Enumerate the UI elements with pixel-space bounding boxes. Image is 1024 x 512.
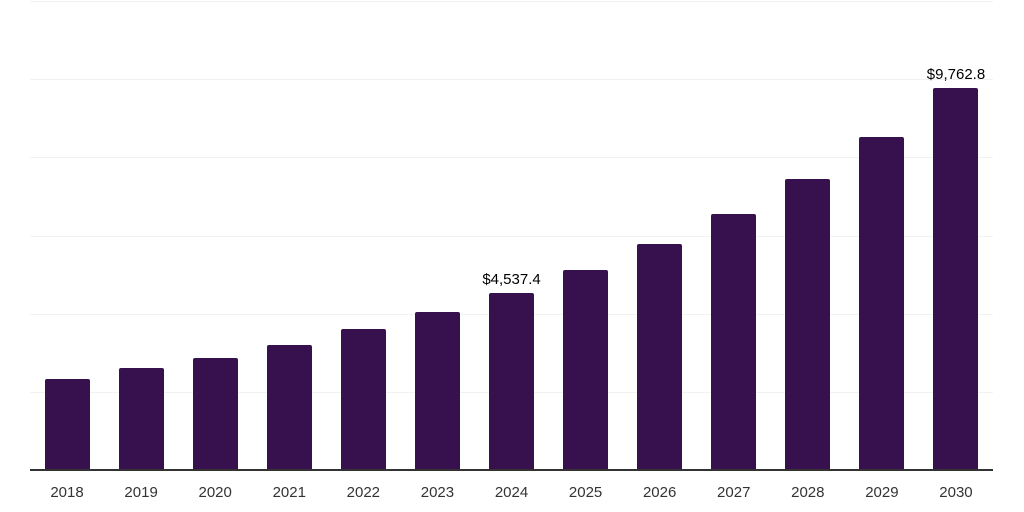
gridline-10000 — [30, 79, 993, 81]
bar-slot-2024: $4,537.4 — [474, 1, 548, 470]
bar-slot-2023 — [400, 1, 474, 470]
x-tick-2027: 2027 — [717, 484, 751, 501]
gridline-6000 — [30, 235, 993, 237]
bar-slot-2025 — [549, 1, 623, 470]
x-tick-2026: 2026 — [642, 484, 677, 501]
bar-slot-2028 — [771, 1, 845, 470]
x-tick-2022: 2022 — [346, 484, 381, 501]
gridline-8000 — [30, 157, 993, 159]
bar-2024[interactable] — [489, 292, 534, 470]
bar-2020[interactable] — [192, 357, 238, 470]
x-tick-2023: 2023 — [420, 484, 455, 501]
x-tick-2028: 2028 — [791, 484, 825, 501]
bar-slot-2026 — [623, 1, 697, 470]
x-tick-2030: 2030 — [939, 484, 973, 501]
gridline-12000 — [30, 1, 993, 2]
bar-slot-2018 — [30, 1, 104, 470]
bar-2027[interactable] — [711, 214, 757, 470]
bar-2021[interactable] — [266, 344, 312, 470]
bar-2019[interactable] — [118, 368, 164, 470]
value-label-2030: $9,762.8 — [926, 66, 986, 84]
x-tick-2019: 2019 — [124, 484, 158, 501]
x-tick-2024: 2024 — [494, 484, 529, 501]
plot-area: $4,537.4 $9,762.8 — [30, 1, 993, 471]
x-axis-line — [30, 469, 993, 471]
bar-slot-2027 — [697, 1, 771, 470]
bar-2025[interactable] — [563, 269, 609, 470]
bars-container: $4,537.4 $9,762.8 — [30, 1, 993, 470]
bar-2023[interactable] — [414, 312, 460, 470]
bar-slot-2022 — [326, 1, 400, 470]
x-tick-2025: 2025 — [568, 484, 603, 501]
bar-2018[interactable] — [44, 378, 90, 470]
x-tick-2018: 2018 — [50, 484, 84, 501]
bar-2028[interactable] — [785, 179, 831, 470]
value-label-2024: $4,537.4 — [482, 270, 541, 288]
bar-slot-2030: $9,762.8 — [919, 1, 993, 470]
bar-slot-2021 — [252, 1, 326, 470]
bar-2022[interactable] — [340, 328, 386, 470]
x-axis-labels: 2018 2019 2020 2021 2022 2023 2024 2025 2026 2027… — [30, 471, 993, 500]
bar-slot-2029 — [845, 1, 919, 470]
bar-slot-2019 — [104, 1, 178, 470]
bar-2026[interactable] — [637, 244, 683, 470]
x-tick-2021: 2021 — [272, 484, 306, 501]
bar-slot-2020 — [178, 1, 252, 470]
bar-2029[interactable] — [859, 137, 905, 470]
x-tick-2029: 2029 — [865, 484, 899, 501]
x-tick-2020: 2020 — [198, 484, 232, 501]
bar-2030[interactable] — [933, 88, 979, 470]
